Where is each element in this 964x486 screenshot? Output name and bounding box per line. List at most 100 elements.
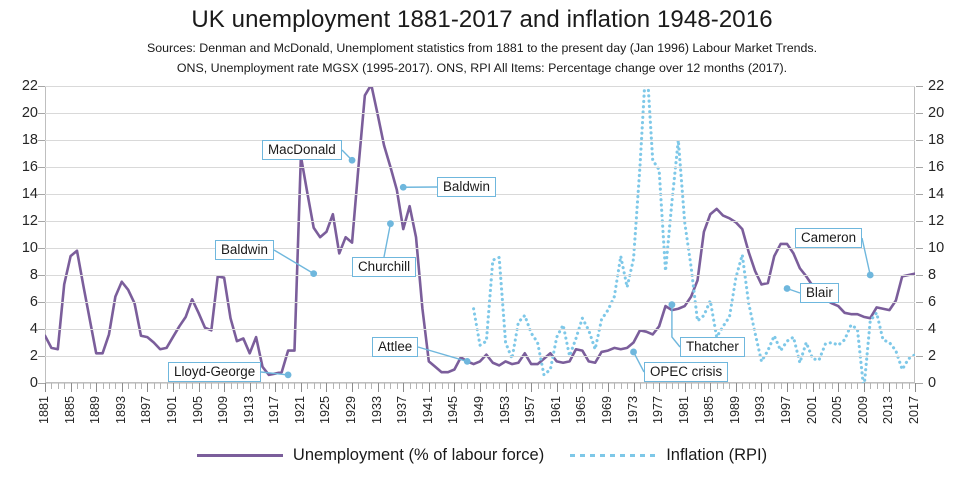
x-axis-tick-mark bbox=[473, 383, 475, 389]
x-axis-tick-mark bbox=[192, 383, 194, 389]
y-axis-tick-mark bbox=[38, 248, 45, 249]
x-axis-tick-mark bbox=[895, 383, 897, 389]
x-axis-tick-mark bbox=[601, 383, 603, 389]
annotation-opec-crisis[interactable]: OPEC crisis bbox=[644, 362, 729, 383]
legend-swatch-unemployment-icon bbox=[196, 454, 283, 457]
x-axis-tick-mark bbox=[563, 383, 565, 389]
y-axis-tick-right-6: 6 bbox=[928, 294, 937, 310]
x-axis-tick-mark bbox=[838, 383, 840, 392]
x-axis-tick-mark bbox=[166, 383, 168, 389]
x-axis-tick-mark bbox=[659, 383, 661, 392]
legend-label-unemployment: Unemployment (% of labour force) bbox=[292, 446, 545, 464]
y-axis-tick-left-6: 6 bbox=[29, 294, 38, 310]
plot-area bbox=[45, 86, 915, 384]
gridline bbox=[45, 113, 915, 114]
x-axis-tick-1893: 1893 bbox=[113, 396, 128, 425]
x-axis-tick-mark bbox=[787, 383, 789, 392]
x-axis-tick-mark bbox=[211, 383, 213, 389]
y-axis-tick-mark bbox=[916, 248, 923, 249]
x-axis-tick-mark bbox=[716, 383, 718, 389]
annotation-lloyd-george[interactable]: Lloyd-George bbox=[168, 362, 262, 383]
x-axis-tick-mark bbox=[639, 383, 641, 389]
x-axis-tick-mark bbox=[294, 383, 296, 389]
y-axis-tick-left-16: 16 bbox=[21, 159, 38, 175]
x-axis-tick-1989: 1989 bbox=[727, 396, 742, 425]
x-axis-tick-mark bbox=[371, 383, 373, 389]
x-axis-tick-1933: 1933 bbox=[369, 396, 384, 425]
x-axis-tick-mark bbox=[703, 383, 705, 389]
x-axis-tick-mark bbox=[697, 383, 699, 389]
y-axis-tick-mark bbox=[916, 140, 923, 141]
annotation-attlee[interactable]: Attlee bbox=[372, 337, 419, 358]
x-axis-tick-mark bbox=[883, 383, 884, 389]
y-axis-tick-mark bbox=[916, 329, 923, 330]
x-axis-tick-mark bbox=[441, 383, 443, 389]
x-axis-tick-mark bbox=[748, 383, 750, 389]
x-axis-tick-mark bbox=[550, 383, 552, 389]
x-axis-tick-mark bbox=[403, 383, 405, 392]
x-axis-tick-mark bbox=[396, 383, 398, 389]
x-axis-tick-mark bbox=[435, 383, 437, 389]
x-axis-tick-mark bbox=[793, 383, 795, 389]
x-axis-tick-mark bbox=[684, 383, 686, 392]
x-axis-tick-mark bbox=[678, 383, 680, 389]
y-axis-tick-right-10: 10 bbox=[928, 240, 945, 256]
x-axis-tick-mark bbox=[780, 383, 782, 389]
x-axis-tick-mark bbox=[115, 383, 117, 389]
y-axis-tick-left-8: 8 bbox=[29, 267, 38, 283]
x-axis-tick-mark bbox=[524, 383, 526, 389]
x-axis-tick-1937: 1937 bbox=[395, 396, 410, 425]
x-axis-tick-1897: 1897 bbox=[139, 396, 154, 425]
y-axis-tick-mark bbox=[916, 86, 923, 87]
gridline bbox=[45, 329, 915, 330]
y-axis-tick-mark bbox=[916, 302, 923, 303]
x-axis-tick-mark bbox=[76, 383, 78, 389]
annotation-thatcher[interactable]: Thatcher bbox=[680, 337, 745, 358]
x-axis-tick-2017: 2017 bbox=[907, 396, 921, 425]
x-axis-tick-2013: 2013 bbox=[881, 396, 896, 425]
chart-title: UK unemployment 1881-2017 and inflation … bbox=[191, 6, 773, 33]
x-axis-tick-1885: 1885 bbox=[62, 396, 77, 425]
x-axis-tick-mark bbox=[556, 383, 558, 392]
annotation-cameron[interactable]: Cameron bbox=[795, 228, 863, 249]
y-axis-tick-mark bbox=[38, 356, 45, 357]
x-axis-tick-2001: 2001 bbox=[804, 396, 819, 425]
x-axis-tick-mark bbox=[755, 383, 757, 389]
gridline bbox=[45, 221, 915, 222]
chart-legend: Unemployment (% of labour force) Inflati… bbox=[0, 446, 964, 465]
y-axis-tick-mark bbox=[38, 113, 45, 114]
x-axis-tick-mark bbox=[460, 383, 462, 389]
y-axis-tick-left-22: 22 bbox=[21, 78, 38, 94]
x-axis-tick-mark bbox=[140, 383, 142, 389]
x-axis-tick-1913: 1913 bbox=[241, 396, 256, 425]
annotation-churchill[interactable]: Churchill bbox=[352, 257, 417, 278]
y-axis-tick-mark bbox=[38, 329, 45, 330]
annotation-baldwin[interactable]: Baldwin bbox=[215, 240, 274, 261]
y-axis-tick-left-14: 14 bbox=[21, 186, 38, 202]
x-axis-tick-1997: 1997 bbox=[779, 396, 794, 425]
y-axis-tick-right-14: 14 bbox=[928, 186, 945, 202]
x-axis-tick-mark bbox=[224, 383, 226, 392]
annotation-macdonald[interactable]: MacDonald bbox=[262, 140, 342, 161]
x-axis-tick-mark bbox=[134, 383, 136, 389]
x-axis-tick-mark bbox=[96, 383, 98, 392]
annotation-baldwin[interactable]: Baldwin bbox=[437, 177, 496, 198]
x-axis-tick-mark bbox=[300, 383, 302, 392]
x-axis-tick-mark bbox=[607, 383, 609, 392]
x-axis-tick-mark bbox=[204, 383, 206, 389]
x-axis-tick-1969: 1969 bbox=[599, 396, 614, 425]
x-axis-tick-1929: 1929 bbox=[344, 396, 359, 425]
x-axis-tick-mark bbox=[844, 383, 846, 389]
x-axis-tick-mark bbox=[908, 383, 910, 389]
x-axis-tick-1881: 1881 bbox=[37, 396, 51, 425]
x-axis-tick-1909: 1909 bbox=[216, 396, 231, 425]
x-axis-tick-mark bbox=[774, 383, 776, 389]
x-axis-tick-mark bbox=[108, 383, 110, 389]
y-axis-tick-mark bbox=[38, 86, 45, 87]
x-axis-tick-mark bbox=[236, 383, 238, 389]
annotation-blair[interactable]: Blair bbox=[800, 283, 839, 304]
x-axis-tick-mark bbox=[870, 383, 872, 389]
y-axis-tick-mark bbox=[916, 356, 923, 357]
x-axis-tick-1901: 1901 bbox=[164, 396, 179, 425]
gridline bbox=[45, 248, 915, 249]
